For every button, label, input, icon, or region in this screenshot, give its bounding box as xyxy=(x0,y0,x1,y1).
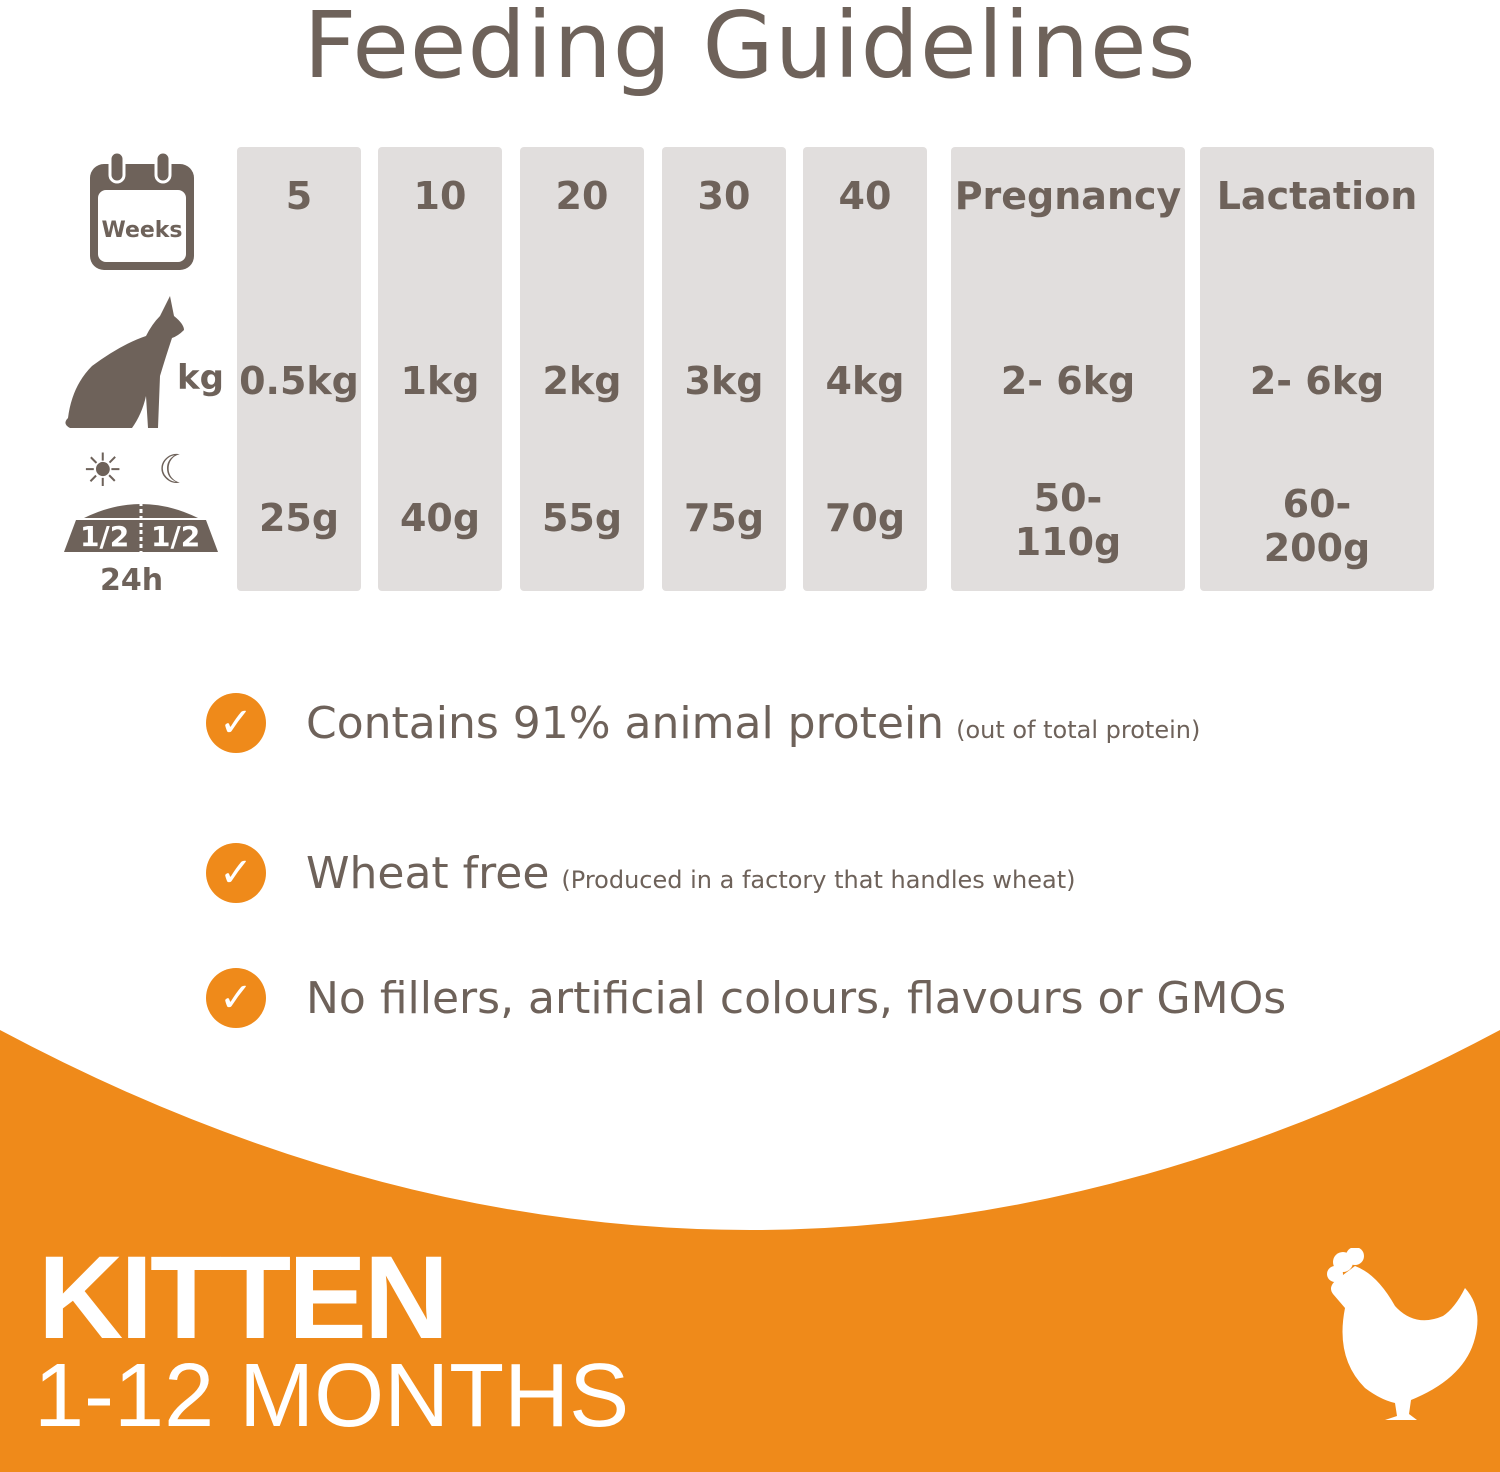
amount-value-line2: 110g xyxy=(1014,520,1122,564)
feature-note: (Produced in a factory that handles whea… xyxy=(561,866,1076,894)
page-title: Feeding Guidelines xyxy=(303,0,1197,99)
feature-item: ✓ Wheat free (Produced in a factory that… xyxy=(206,843,1076,903)
amount-value-line2: 200g xyxy=(1263,526,1371,570)
column-5-weeks: 5 0.5kg 25g xyxy=(237,147,361,591)
bowl-left-label: 1/2 xyxy=(80,520,130,553)
amount-value: 25g xyxy=(258,496,340,540)
feature-item: ✓ No fillers, artificial colours, flavou… xyxy=(206,968,1286,1028)
column-40-weeks: 40 4kg 70g xyxy=(803,147,927,591)
check-icon: ✓ xyxy=(206,843,266,903)
feature-item: ✓ Contains 91% animal protein (out of to… xyxy=(206,693,1200,753)
weeks-label: Weeks xyxy=(101,218,182,243)
column-header: Lactation xyxy=(1216,174,1418,218)
weight-value: 2- 6kg xyxy=(1249,359,1385,403)
check-icon: ✓ xyxy=(206,968,266,1028)
moon-icon: ☾ xyxy=(158,447,194,493)
weight-value: 0.5kg xyxy=(239,359,359,403)
banner-title: KITTEN xyxy=(38,1232,449,1364)
weight-value: 2kg xyxy=(542,359,622,403)
weight-value: 1kg xyxy=(400,359,480,403)
amount-value: 75g xyxy=(683,496,765,540)
amount-value-line1: 60- xyxy=(1282,482,1352,526)
column-30-weeks: 30 3kg 75g xyxy=(662,147,786,591)
column-header: 20 xyxy=(555,174,609,218)
amount-value: 70g xyxy=(824,496,906,540)
column-header: 40 xyxy=(838,174,892,218)
bowl-right-label: 1/2 xyxy=(151,520,201,553)
column-lactation: Lactation 2- 6kg 60- 200g xyxy=(1200,147,1434,591)
feature-text: No fillers, artificial colours, flavours… xyxy=(306,972,1287,1024)
column-pregnancy: Pregnancy 2- 6kg 50- 110g xyxy=(951,147,1185,591)
feature-note: (out of total protein) xyxy=(956,716,1201,744)
orange-banner xyxy=(0,1030,1500,1472)
amount-value: 55g xyxy=(541,496,623,540)
banner-subtitle: 1-12 MONTHS xyxy=(34,1346,630,1446)
column-header: 10 xyxy=(413,174,467,218)
column-header: 5 xyxy=(285,174,313,218)
food-bowl-icon xyxy=(64,502,218,552)
amount-value: 40g xyxy=(399,496,481,540)
column-header: 30 xyxy=(697,174,751,218)
amount-value-line1: 50- xyxy=(1033,476,1103,520)
period-label: 24h xyxy=(100,563,164,598)
feature-text: Wheat free xyxy=(306,847,550,899)
weight-value: 2- 6kg xyxy=(1000,359,1136,403)
kg-label: kg xyxy=(177,358,224,398)
weight-value: 4kg xyxy=(825,359,905,403)
check-icon: ✓ xyxy=(206,693,266,753)
column-20-weeks: 20 2kg 55g xyxy=(520,147,644,591)
cat-icon xyxy=(65,296,184,428)
column-10-weeks: 10 1kg 40g xyxy=(378,147,502,591)
weight-value: 3kg xyxy=(684,359,764,403)
chicken-icon xyxy=(1327,1248,1478,1420)
column-header: Pregnancy xyxy=(954,174,1182,218)
feature-text: Contains 91% animal protein xyxy=(306,697,945,749)
calendar-icon: Weeks xyxy=(90,150,194,270)
sun-icon: ☀ xyxy=(82,443,124,497)
